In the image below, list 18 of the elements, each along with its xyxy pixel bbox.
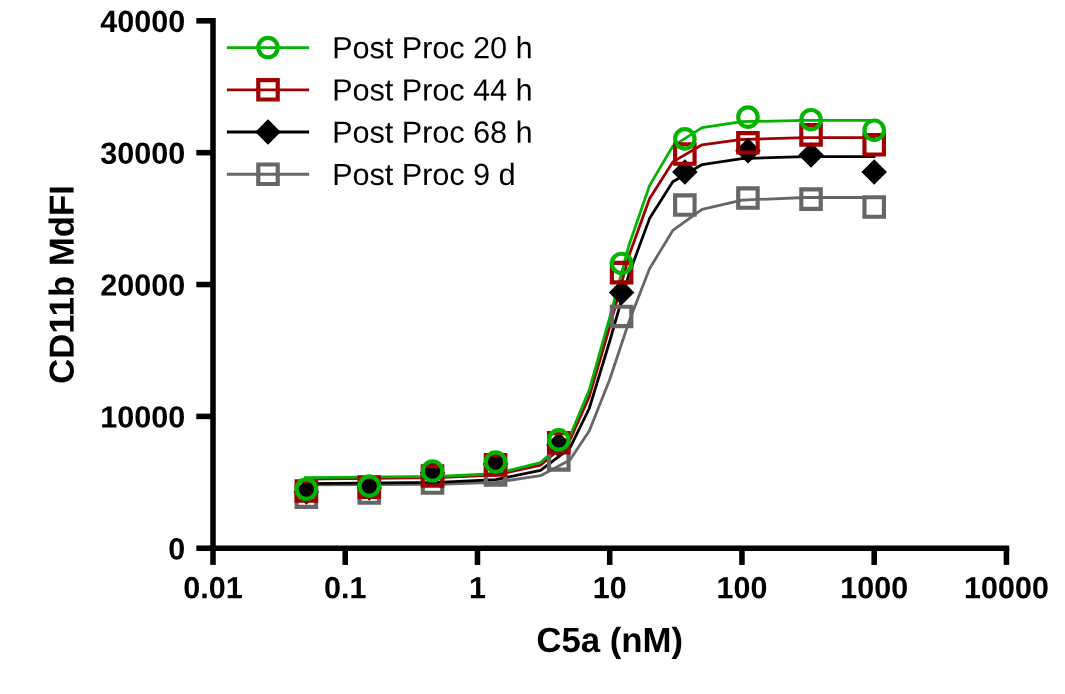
x-tick-label: 0.01 (184, 576, 242, 599)
legend-label: Post Proc 9 d (334, 162, 514, 186)
y-axis-title: CD11b MdFI (48, 187, 74, 383)
y-tick-label: 10000 (102, 406, 184, 428)
x-tick-label: 10 (594, 576, 626, 599)
legend-label: Post Proc 20 h (334, 36, 531, 59)
y-tick-label: 30000 (100, 142, 184, 165)
legend-label: Post Proc 44 h (334, 78, 531, 101)
y-tick-label: 40000 (100, 10, 184, 33)
x-axis-title: C5a (nM) (537, 626, 682, 660)
x-tick-label: 100 (718, 576, 767, 599)
y-tick-label: 0 (169, 538, 184, 560)
x-tick-label: 10000 (965, 576, 1048, 599)
y-tick-label: 20000 (101, 274, 184, 296)
x-tick-label: 0.1 (325, 576, 366, 599)
x-tick-label: 1000 (842, 576, 907, 599)
legend-label: Post Proc 68 h (334, 120, 531, 144)
x-tick-label: 1 (470, 577, 486, 599)
